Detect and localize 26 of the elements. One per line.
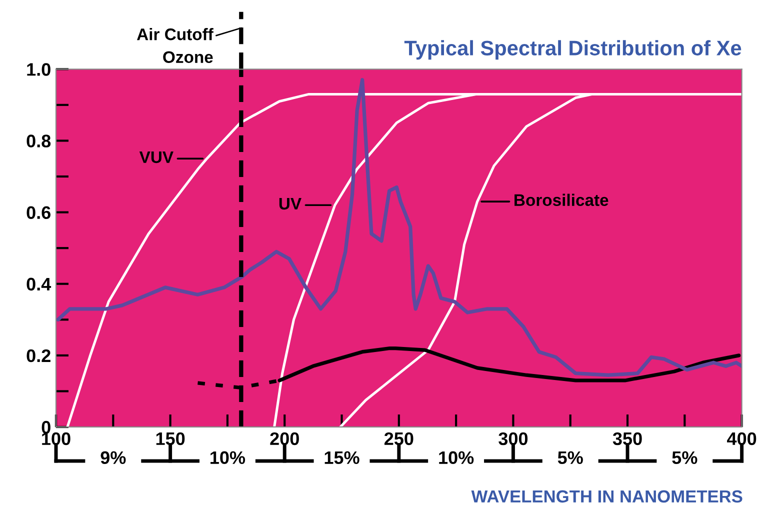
text: 10% — [439, 451, 474, 464]
y-tick-label: 0.4 — [26, 278, 52, 291]
y-tick-label: 0.6 — [26, 206, 50, 219]
annotation: Borosilicate — [514, 194, 608, 206]
line-series — [56, 78, 742, 377]
text: 5% — [558, 451, 583, 464]
annotation: VUV — [139, 151, 174, 164]
legend-label: Air Cutoff Ozone — [136, 28, 214, 64]
x-tick-label: 100 — [42, 432, 70, 446]
text: 10% — [210, 451, 246, 464]
text: 15% — [324, 451, 360, 464]
y-tick-label: 0 — [42, 420, 50, 434]
y-tick-label: 0.2 — [26, 349, 50, 362]
x-tick-label: 400 — [727, 432, 756, 446]
chart-title: Typical Spectral Distribution of Xe — [404, 40, 742, 60]
x-axis-title: WAVELENGTH IN NANOMETERS — [471, 490, 742, 503]
annotation: UV — [279, 198, 302, 210]
y-tick-label: 1.0 — [27, 63, 50, 76]
text: 5% — [672, 451, 698, 464]
y-tick-label: 0.8 — [26, 134, 51, 148]
x-tick-label: 200 — [270, 432, 299, 446]
x-tick-label: 250 — [384, 432, 414, 446]
x-tick-label: 300 — [498, 432, 528, 446]
x-tick-label: 150 — [156, 432, 185, 446]
x-tick-label: 350 — [612, 432, 642, 446]
text: 9% — [100, 451, 126, 464]
